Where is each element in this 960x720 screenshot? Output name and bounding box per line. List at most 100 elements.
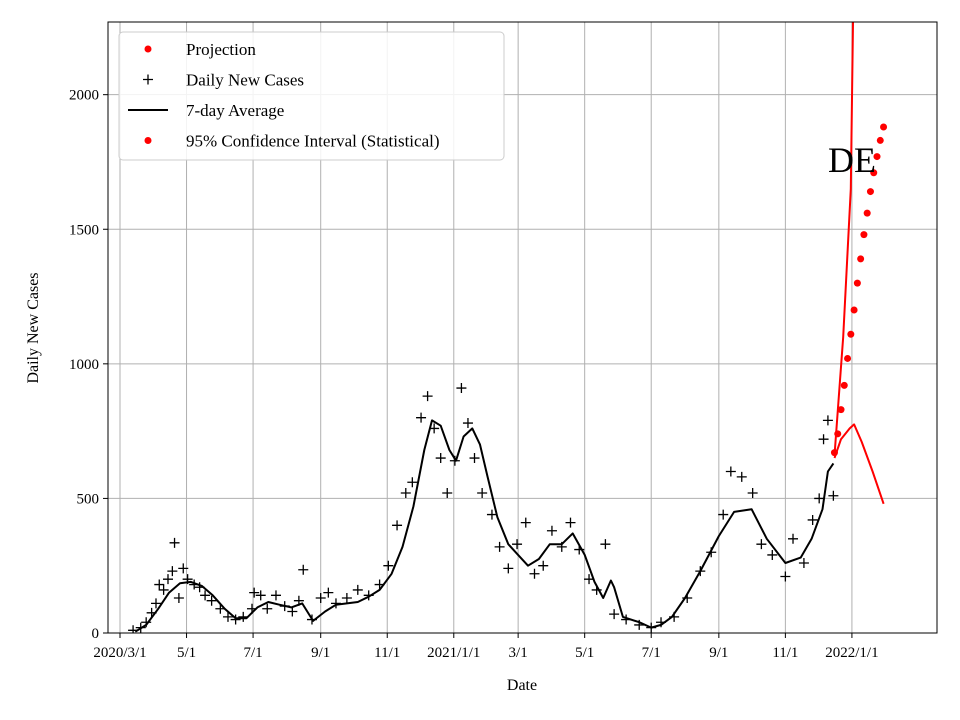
- daily-case-marker: [158, 584, 169, 595]
- projection-point: [844, 354, 852, 362]
- daily-case-marker: [435, 453, 446, 464]
- daily-case-marker: [656, 617, 667, 628]
- daily-case-marker: [756, 539, 767, 550]
- projection-point: [850, 306, 858, 314]
- daily-case-marker: [167, 566, 178, 577]
- daily-case-marker: [574, 544, 585, 555]
- projection-point: [873, 153, 881, 161]
- daily-case-marker: [591, 584, 602, 595]
- x-tick-label: 11/1: [772, 645, 798, 661]
- daily-case-marker: [736, 471, 747, 482]
- daily-case-marker: [341, 593, 352, 604]
- daily-case-marker: [407, 477, 418, 488]
- plot-frame: [107, 21, 938, 634]
- daily-case-marker: [246, 603, 257, 614]
- daily-case-marker: [315, 593, 326, 604]
- daily-case-marker: [249, 587, 260, 598]
- daily-case-marker: [154, 579, 165, 590]
- series-lines: [134, 22, 885, 633]
- x-tick-label: 2022/1/1: [825, 645, 878, 661]
- daily-case-marker: [494, 541, 505, 552]
- x-tick-label: 9/1: [311, 645, 330, 661]
- y-axis-label: Daily New Cases: [25, 272, 42, 383]
- daily-case-marker: [238, 611, 249, 622]
- daily-case-marker: [747, 488, 758, 499]
- daily-case-marker: [169, 537, 180, 548]
- daily-case-marker: [584, 574, 595, 585]
- seven-day-average-line: [134, 419, 835, 633]
- projection-point: [853, 279, 861, 287]
- daily-case-marker: [462, 418, 473, 429]
- daily-case-marker: [529, 568, 540, 579]
- legend-dot-marker: [144, 45, 152, 53]
- y-tick-label: 0: [92, 626, 100, 642]
- daily-case-marker: [512, 539, 523, 550]
- daily-case-marker: [429, 423, 440, 434]
- projection-point: [866, 188, 874, 196]
- daily-case-marker: [695, 566, 706, 577]
- daily-case-marker: [173, 593, 184, 604]
- confidence-interval-upper-line: [833, 22, 854, 456]
- daily-case-marker: [287, 606, 298, 617]
- series-markers: [128, 123, 888, 633]
- daily-case-marker: [669, 611, 680, 622]
- projection-point: [876, 136, 884, 144]
- daily-case-marker: [189, 579, 200, 590]
- daily-case-marker: [262, 603, 273, 614]
- daily-case-marker: [392, 520, 403, 531]
- x-tick-label: 5/1: [177, 645, 196, 661]
- projection-point: [837, 406, 845, 414]
- legend-label: 7-day Average: [186, 101, 284, 120]
- daily-case-marker: [141, 617, 152, 628]
- daily-case-marker: [182, 574, 193, 585]
- daily-case-marker: [556, 541, 567, 552]
- legend-label: Projection: [186, 40, 256, 59]
- daily-case-marker: [230, 614, 241, 625]
- daily-case-marker: [352, 584, 363, 595]
- daily-case-marker: [600, 539, 611, 550]
- legend-label: 95% Confidence Interval (Statistical): [186, 132, 440, 151]
- daily-case-marker: [206, 595, 217, 606]
- projection-point: [840, 381, 848, 389]
- y-tick-label: 1000: [69, 357, 99, 373]
- daily-case-marker: [718, 509, 729, 520]
- y-tick-label: 1500: [69, 222, 99, 238]
- daily-case-marker: [323, 587, 334, 598]
- legend: Projection Daily New Cases 7-day Average 95…: [118, 31, 505, 161]
- x-axis-ticks: 2020/3/1 5/1 7/1 9/1 11/1 2021/1/1 3/1 5/1 7/1 9/…: [93, 633, 879, 661]
- daily-case-marker: [814, 493, 825, 504]
- daily-case-marker: [306, 614, 317, 625]
- x-tick-label: 5/1: [575, 645, 594, 661]
- daily-case-marker: [449, 455, 460, 466]
- daily-case-marker: [270, 590, 281, 601]
- daily-case-marker: [725, 466, 736, 477]
- projection-point: [870, 169, 878, 177]
- daily-case-marker: [293, 595, 304, 606]
- daily-case-marker: [520, 517, 531, 528]
- daily-case-marker: [477, 488, 488, 499]
- daily-case-marker: [222, 611, 233, 622]
- daily-case-marker: [828, 490, 839, 501]
- daily-case-marker: [565, 517, 576, 528]
- x-tick-label: 7/1: [642, 645, 661, 661]
- legend-dot-marker: [144, 137, 152, 144]
- daily-case-marker: [330, 598, 341, 609]
- projection-point: [860, 231, 868, 239]
- daily-case-marker: [279, 601, 290, 612]
- daily-case-marker: [646, 622, 657, 633]
- daily-case-marker: [150, 598, 161, 609]
- daily-case-marker: [416, 412, 427, 423]
- legend-plus-marker: [143, 74, 153, 85]
- daily-case-marker: [818, 434, 829, 445]
- confidence-interval-lower-line: [833, 423, 885, 505]
- daily-case-marker: [178, 563, 189, 574]
- daily-case-marker: [609, 609, 620, 620]
- projection-point: [834, 430, 842, 438]
- projection-point: [863, 209, 871, 217]
- daily-case-marker: [788, 533, 799, 544]
- x-tick-label: 2020/3/1: [93, 645, 146, 661]
- projection-point: [880, 123, 888, 131]
- y-tick-label: 2000: [69, 88, 99, 104]
- daily-case-marker: [442, 488, 453, 499]
